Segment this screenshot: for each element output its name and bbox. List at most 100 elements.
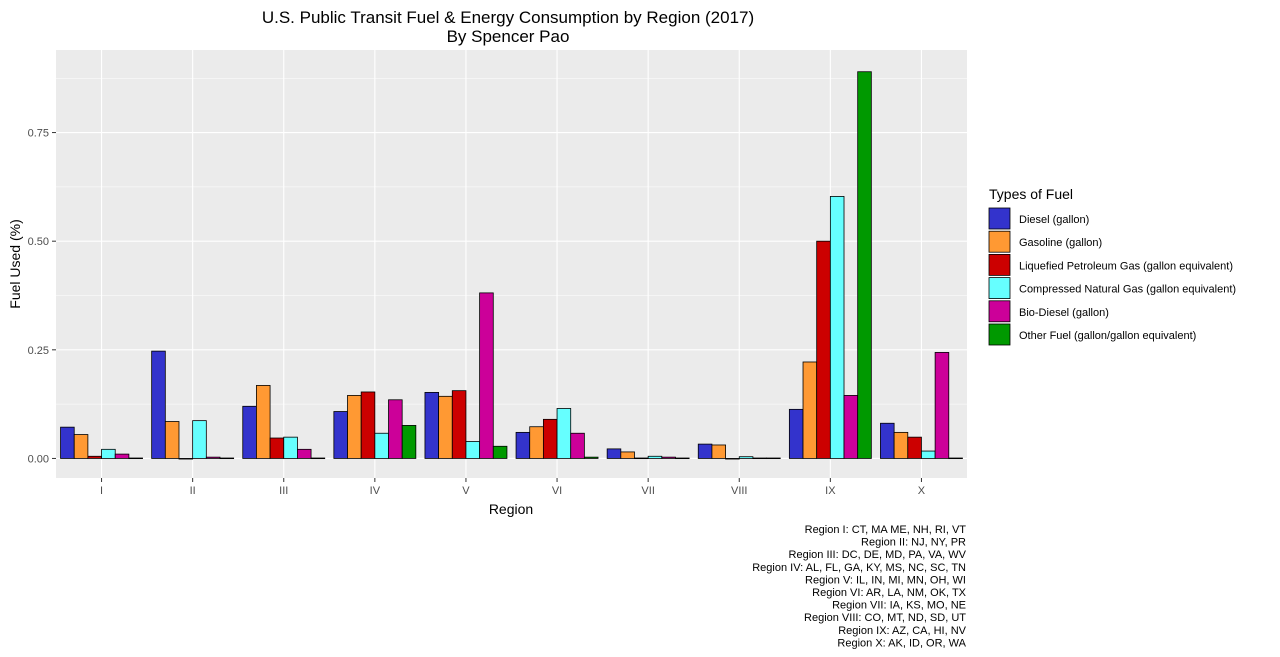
x-axis-title: Region (489, 501, 533, 517)
bar-V-3 (451, 390, 467, 459)
x-tick-label: VII (641, 485, 654, 497)
bar-IX-6 (857, 71, 872, 459)
bar-VI-5 (570, 432, 585, 459)
bar-III-4 (283, 436, 298, 459)
bar-I-4 (101, 448, 116, 459)
x-tick-label: I (100, 485, 103, 497)
bar-V-5 (479, 292, 494, 459)
bar-VII-2 (620, 451, 635, 459)
bar-II-2 (164, 421, 180, 459)
bar-X-1 (880, 422, 895, 459)
x-tick-label: IX (825, 485, 836, 497)
caption-line: Region IV: AL, FL, GA, KY, MS, NC, SC, T… (752, 562, 966, 574)
bar-IV-1 (333, 411, 348, 459)
bar-V-2 (438, 395, 453, 459)
bar-IX-1 (788, 408, 804, 459)
x-tick-label: VI (552, 485, 562, 497)
bar-V-6 (492, 445, 508, 459)
legend-label: Gasoline (gallon) (1019, 237, 1102, 249)
x-axis-ticks: I II III IV V VI VII VIII IX X (100, 478, 926, 497)
bar-VII-5 (661, 456, 676, 459)
bar-V-4 (465, 441, 481, 459)
bar-II-5 (205, 456, 221, 459)
legend: Types of Fuel Diesel (gallon) Gasoline (g… (988, 186, 1236, 346)
bar-IX-3 (816, 240, 831, 459)
bar-IV-4 (374, 432, 389, 459)
caption-line: Region IX: AZ, CA, HI, NV (838, 625, 966, 637)
bar-VII-4 (647, 455, 663, 459)
bar-X-5 (934, 352, 950, 459)
bar-IV-3 (360, 391, 376, 459)
bar-X-2 (893, 431, 909, 459)
bar-III-1 (242, 405, 257, 459)
bar-I-5 (114, 453, 130, 459)
bar-VIII-2 (711, 444, 726, 459)
bar-IV-6 (401, 425, 417, 459)
bar-VI-4 (556, 408, 572, 459)
bar-II-1 (151, 350, 166, 459)
legend-label: Bio-Diesel (gallon) (1019, 307, 1109, 319)
legend-key (988, 323, 1011, 346)
x-tick-label: X (918, 485, 926, 497)
bar-III-3 (269, 437, 285, 459)
bar-VI-3 (542, 418, 558, 459)
bar-VII-6 (675, 457, 690, 460)
chart-subtitle: By Spencer Pao (447, 27, 570, 46)
bar-VIII-5 (752, 457, 767, 460)
bar-VI-6 (583, 456, 599, 459)
caption-line: Region III: DC, DE, MD, PA, VA, WV (789, 549, 967, 561)
bar-IX-2 (802, 361, 818, 459)
bar-I-3 (87, 455, 102, 459)
caption-line: Region VI: AR, LA, NM, OK, TX (812, 587, 967, 599)
bar-X-3 (907, 436, 922, 459)
legend-label: Compressed Natural Gas (gallon equivalen… (1019, 284, 1236, 296)
bar-I-1 (60, 426, 75, 459)
bar-II-6 (219, 457, 235, 460)
bar-VI-2 (529, 426, 544, 459)
y-tick-label: 0.75 (28, 128, 49, 140)
chart-title: U.S. Public Transit Fuel & Energy Consum… (262, 8, 754, 27)
bars (60, 71, 963, 460)
bar-V-1 (424, 391, 440, 459)
bar-III-5 (297, 448, 312, 459)
bar-X-4 (921, 450, 936, 459)
bar-II-4 (192, 420, 207, 459)
legend-key (988, 300, 1011, 323)
caption-line: Region I: CT, MA ME, NH, RI, VT (805, 524, 967, 536)
x-tick-label: III (279, 485, 288, 497)
bar-VI-1 (515, 431, 531, 459)
bar-X-6 (948, 457, 963, 460)
bar-VIII-6 (766, 457, 781, 460)
caption-line: Region VIII: CO, MT, ND, SD, UT (804, 612, 966, 624)
bar-IV-2 (347, 395, 362, 459)
legend-label: Liquefied Petroleum Gas (gallon equivale… (1019, 260, 1233, 272)
caption-line: Region X: AK, ID, OR, WA (837, 637, 966, 649)
y-tick-label: 0.50 (28, 236, 49, 248)
bar-IV-5 (388, 399, 403, 459)
legend-key (988, 207, 1011, 230)
y-axis-ticks: 0.00 0.25 0.50 0.75 (28, 128, 56, 465)
bar-I-2 (73, 434, 89, 459)
x-tick-label: II (190, 485, 196, 497)
bar-VIII-3 (725, 458, 740, 460)
grid-lines (56, 50, 967, 478)
x-tick-label: VIII (731, 485, 748, 497)
bar-I-6 (128, 457, 143, 460)
y-axis-title: Fuel Used (%) (7, 219, 23, 308)
bar-II-3 (178, 458, 194, 460)
bar-VII-1 (606, 448, 622, 459)
caption-line: Region II: NJ, NY, PR (861, 537, 966, 549)
bar-IX-5 (843, 395, 859, 459)
caption-line: Region V: IL, IN, MI, MN, OH, WI (805, 574, 966, 586)
legend-key (988, 277, 1011, 300)
legend-title: Types of Fuel (989, 186, 1073, 202)
legend-label: Other Fuel (gallon/gallon equivalent) (1019, 330, 1196, 342)
caption-line: Region VII: IA, KS, MO, NE (832, 600, 966, 612)
bar-VIII-4 (738, 456, 754, 459)
legend-label: Diesel (gallon) (1019, 214, 1089, 226)
bar-VII-3 (634, 457, 649, 460)
y-tick-label: 0.25 (28, 345, 49, 357)
bar-IX-4 (829, 196, 845, 459)
